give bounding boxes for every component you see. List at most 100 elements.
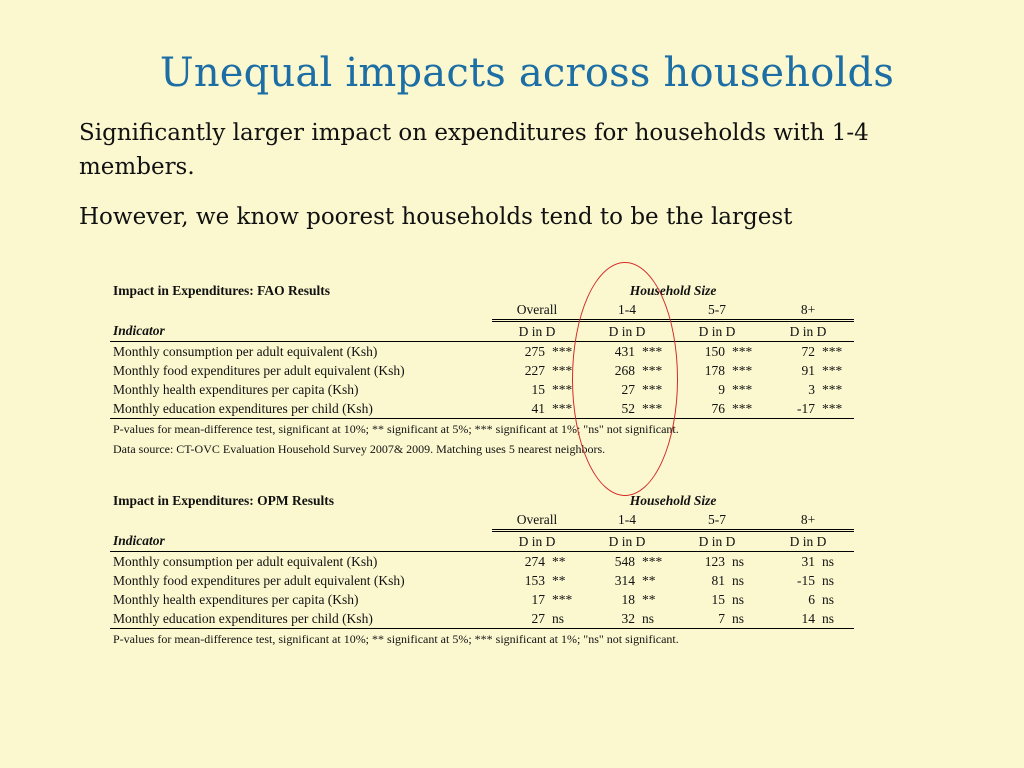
cell-significance: *** [642,344,663,359]
cell-value: 150 [704,344,725,359]
cell-value: 123 [704,554,725,569]
cell-significance: *** [640,399,672,419]
cell-significance: *** [642,554,663,569]
cell-value: 431 [614,344,635,359]
table-note: P-values for mean-difference test, signi… [113,422,679,436]
did-subheader: D in D [492,529,582,552]
cell-significance: *** [552,363,573,378]
column-header-1: 1-4 [582,300,672,321]
cell-value: 72 [801,344,816,359]
cell-significance: ns [822,592,835,607]
cell-value: 91 [801,363,816,378]
cell-value: 275 [524,344,545,359]
bullet-1: Significantly larger impact on expenditu… [79,120,869,180]
did-subheader: D in D [672,529,762,552]
table-row: Monthly health expenditures per capita (… [110,380,854,399]
household-size-header: Household Size [629,283,717,298]
cell-significance: ns [732,573,745,588]
table-title: Impact in Expenditures: OPM Results [113,493,335,508]
cell-significance: ** [552,554,566,569]
row-label: Monthly food expenditures per adult equi… [113,363,405,378]
bullet-2: However, we know poorest households tend… [79,204,793,230]
table-row: Monthly food expenditures per adult equi… [110,361,854,380]
table-row: Monthly consumption per adult equivalent… [110,342,854,362]
cell-significance: ns [550,609,582,629]
cell-value: 227 [524,363,545,378]
cell-value: 548 [614,554,635,569]
did-subheader: D in D [762,319,855,342]
table-title: Impact in Expenditures: FAO Results [113,283,331,298]
cell-value: -15 [797,573,815,588]
cell-significance: *** [642,382,663,397]
cell-significance: ** [642,592,656,607]
cell-value: 15 [531,382,546,397]
cell-value: 6 [808,592,815,607]
cell-value: 9 [718,382,725,397]
row-label: Monthly consumption per adult equivalent… [113,344,378,359]
cell-significance: *** [732,382,753,397]
cell-value: 14 [762,609,820,629]
cell-significance: *** [822,363,843,378]
cell-value: 274 [524,554,545,569]
household-size-header: Household Size [629,493,717,508]
cell-significance: *** [732,344,753,359]
column-header-1: 1-4 [582,510,672,531]
column-header-2: 5-7 [672,510,762,531]
table-note: P-values for mean-difference test, signi… [113,632,679,646]
opm-results-table: Impact in Expenditures: OPM Results House… [110,491,855,649]
cell-value: 27 [492,609,550,629]
slide-title: Unequal impacts across households [159,50,895,96]
cell-significance: ns [640,609,672,629]
did-subheader: D in D [582,319,672,342]
cell-value: -17 [762,399,820,419]
cell-significance: *** [642,363,663,378]
cell-value: 7 [672,609,730,629]
indicator-label: Indicator [110,530,492,552]
column-header-2: 5-7 [672,300,762,321]
cell-value: 32 [582,609,640,629]
cell-significance: *** [822,382,843,397]
cell-value: 41 [492,399,550,419]
cell-significance: ns [730,609,762,629]
cell-significance: ns [822,573,835,588]
cell-significance: ** [642,573,656,588]
table-row: Monthly consumption per adult equivalent… [110,552,854,572]
cell-value: 178 [704,363,725,378]
cell-value: 81 [711,573,726,588]
row-label: Monthly health expenditures per capita (… [113,382,359,397]
row-label: Monthly consumption per adult equivalent… [113,554,378,569]
did-subheader: D in D [672,319,762,342]
row-label: Monthly education expenditures per child… [110,399,492,419]
column-header-3: 8+ [762,300,855,321]
did-subheader: D in D [582,529,672,552]
cell-value: 3 [808,382,815,397]
cell-significance: *** [730,399,762,419]
table-note: Data source: CT-OVC Evaluation Household… [113,442,606,456]
indicator-label: Indicator [110,320,492,342]
cell-value: 15 [711,592,726,607]
table-row: Monthly food expenditures per adult equi… [110,571,854,590]
column-header-0: Overall [492,510,582,531]
cell-significance: *** [732,363,753,378]
cell-significance: ns [822,554,835,569]
bullet-list: Significantly larger impact on expenditu… [79,116,939,250]
row-label: Monthly education expenditures per child… [110,609,492,629]
table-row: Monthly education expenditures per child… [110,609,855,629]
cell-value: 52 [582,399,640,419]
table-row: Monthly education expenditures per child… [110,399,855,419]
table-row: Monthly health expenditures per capita (… [110,590,854,609]
did-subheader: D in D [762,529,855,552]
row-label: Monthly food expenditures per adult equi… [113,573,405,588]
cell-significance: ns [732,592,745,607]
cell-value: 17 [531,592,546,607]
cell-significance: ns [732,554,745,569]
cell-significance: ns [820,609,855,629]
cell-significance: *** [552,382,573,397]
cell-value: 268 [614,363,635,378]
cell-significance: ** [552,573,566,588]
cell-value: 18 [621,592,636,607]
cell-significance: *** [820,399,855,419]
cell-significance: *** [552,344,573,359]
cell-significance: *** [550,399,582,419]
cell-value: 31 [801,554,816,569]
